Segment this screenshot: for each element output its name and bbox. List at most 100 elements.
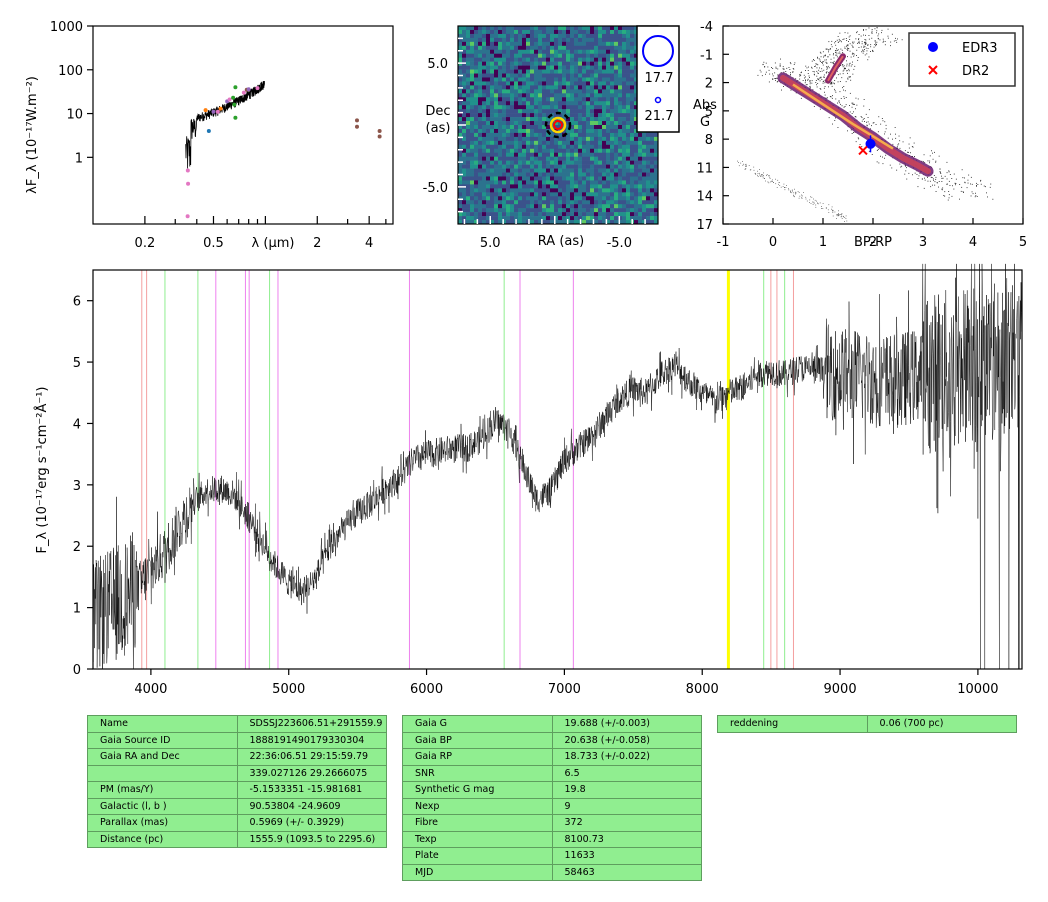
sed-point bbox=[211, 109, 216, 114]
table-label-cell bbox=[87, 764, 238, 782]
table-label-cell: Gaia RA and Dec bbox=[87, 748, 238, 766]
hrd-y-label-1: Abs bbox=[693, 98, 717, 113]
hrd-y-tick-label: 2 bbox=[705, 77, 713, 92]
sed-point bbox=[246, 87, 251, 92]
hrd-density-background bbox=[737, 26, 994, 222]
image-y-label-2: (as) bbox=[426, 121, 451, 136]
sed-point bbox=[232, 102, 237, 107]
table-label-cell: MJD bbox=[402, 863, 553, 881]
image-x-label: RA (as) bbox=[538, 234, 584, 249]
photometry-info-row: MJD 58463 bbox=[402, 863, 702, 881]
hrd-x-tick-label: -1 bbox=[717, 235, 730, 250]
table-value-cell: 9 bbox=[551, 797, 702, 815]
hrd-y-tick-label: 11 bbox=[696, 161, 713, 176]
photometry-info-table: Gaia G 19.688 (+/-0.003) Gaia BP 20.638 (+/… bbox=[402, 715, 702, 881]
spectrum-x-tick-label: 7000 bbox=[548, 682, 581, 697]
photometry-info-row: SNR 6.5 bbox=[402, 764, 702, 782]
table-value-cell: 8100.73 bbox=[551, 830, 702, 848]
table-label-cell: Gaia G bbox=[402, 715, 553, 733]
table-label-cell: Nexp bbox=[402, 797, 553, 815]
sed-x-tick-label: 0.2 bbox=[135, 236, 156, 251]
table-label-cell: reddening bbox=[717, 715, 868, 733]
spectrum-y-tick-label: 2 bbox=[73, 540, 81, 555]
spectrum-x-tick-label: 6000 bbox=[410, 682, 443, 697]
spectrum-y-tick-label: 1 bbox=[73, 602, 81, 617]
spectrum-x-tick-label: 5000 bbox=[272, 682, 305, 697]
sed-x-tick-label: 2 bbox=[313, 236, 321, 251]
legend-faint-circle-icon bbox=[654, 96, 662, 104]
sed-point bbox=[377, 128, 382, 133]
hrd-target-marks bbox=[858, 135, 876, 156]
table-label-cell: Texp bbox=[402, 830, 553, 848]
spectrum-line bbox=[92, 263, 1023, 670]
hrd-x-tick-label: 1 bbox=[819, 235, 827, 250]
object-info-row: Name SDSSJ223606.51+291559.9 bbox=[87, 715, 387, 733]
hrd-axes: -4 -1 2 5 8 11 14 17 -1 0 1 2 3 4 5 bbox=[696, 20, 1027, 250]
edr3-point bbox=[865, 138, 876, 149]
sed-model-spectrum bbox=[185, 80, 265, 169]
image-x-tick-label: -5.0 bbox=[607, 236, 632, 251]
hrd-x-label: BP-RP bbox=[854, 235, 892, 250]
hrd-y-label-2: G bbox=[700, 115, 710, 130]
source-dr2-marker bbox=[553, 120, 563, 130]
image-pixel-grid bbox=[458, 26, 659, 225]
table-value-cell: 1555.9 (1093.5 to 2295.6) bbox=[236, 830, 387, 848]
sed-point bbox=[185, 168, 190, 173]
sed-point bbox=[354, 124, 359, 129]
table-value-cell: 19.688 (+/-0.003) bbox=[551, 715, 702, 733]
table-label-cell: Gaia RP bbox=[402, 748, 553, 766]
sed-axes: 1000 100 10 1 0.2 0.5 2 4 bbox=[50, 20, 387, 251]
sed-point bbox=[231, 95, 236, 100]
sed-point bbox=[203, 108, 208, 113]
table-label-cell: Distance (pc) bbox=[87, 830, 238, 848]
table-label-cell: Parallax (mas) bbox=[87, 814, 238, 832]
sed-x-tick-label: 0.5 bbox=[203, 236, 224, 251]
table-label-cell: Plate bbox=[402, 847, 553, 865]
image-panel: 5.0 -5.0 5.0 -5.0 17.7 21.7 RA (as) Dec (as… bbox=[423, 25, 680, 251]
photometry-info-row: Plate 11633 bbox=[402, 847, 702, 865]
table-value-cell: -5.1533351 -15.981681 bbox=[236, 781, 387, 799]
sed-y-tick-label: 1000 bbox=[50, 20, 83, 35]
sed-x-label: λ (μm) bbox=[252, 236, 295, 251]
sed-point bbox=[354, 118, 359, 123]
table-label-cell: Synthetic G mag bbox=[402, 781, 553, 799]
hrd-y-tick-label: 5 bbox=[705, 105, 713, 120]
reddening-table: reddening 0.06 (700 pc) bbox=[717, 715, 1017, 733]
object-info-row: Gaia Source ID 1888191490179330304 bbox=[87, 731, 387, 749]
spectrum-panel: 0 1 2 3 4 5 6 4000 5000 6000 7000 8000 9000 10000 F_λ… bbox=[34, 263, 1023, 697]
table-value-cell: 1888191490179330304 bbox=[236, 731, 387, 749]
image-y-tick-label: 5.0 bbox=[427, 57, 448, 72]
legend-bright-circle-icon bbox=[642, 35, 674, 67]
object-info-row: Parallax (mas) 0.5969 (+/- 0.3929) bbox=[87, 814, 387, 832]
sed-point bbox=[206, 128, 211, 133]
photometry-info-row: Nexp 9 bbox=[402, 797, 702, 815]
sed-point bbox=[218, 106, 223, 111]
sed-photometry-points bbox=[185, 85, 382, 219]
spectrum-x-tick-label: 4000 bbox=[134, 682, 167, 697]
hrd-x-tick-label: 0 bbox=[769, 235, 777, 250]
object-info-row: PM (mas/Y) -5.1533351 -15.981681 bbox=[87, 781, 387, 799]
spectrum-y-tick-label: 5 bbox=[73, 356, 81, 371]
table-value-cell: 19.8 bbox=[551, 781, 702, 799]
table-label-cell: Gaia Source ID bbox=[87, 731, 238, 749]
sed-point bbox=[227, 97, 232, 102]
sed-y-tick-label: 100 bbox=[58, 64, 83, 79]
hrd-y-tick-label: -4 bbox=[700, 20, 713, 35]
sed-point bbox=[255, 86, 260, 91]
image-y-label-1: Dec bbox=[425, 104, 450, 119]
hrd-legend-box bbox=[908, 32, 1016, 87]
legend-dr2-label: DR2 bbox=[962, 64, 989, 79]
table-value-cell: 6.5 bbox=[551, 764, 702, 782]
spectrum-y-tick-label: 6 bbox=[73, 295, 81, 310]
image-ticks: 5.0 -5.0 5.0 -5.0 bbox=[423, 37, 646, 251]
legend-dr2-icon bbox=[928, 65, 938, 75]
table-label-cell: PM (mas/Y) bbox=[87, 781, 238, 799]
photometry-info-row: Synthetic G mag 19.8 bbox=[402, 781, 702, 799]
object-info-row: Distance (pc) 1555.9 (1093.5 to 2295.6) bbox=[87, 830, 387, 848]
spectrum-y-tick-label: 3 bbox=[73, 479, 81, 494]
legend-edr3-label: EDR3 bbox=[962, 41, 998, 56]
hrd-x-tick-label: 3 bbox=[919, 235, 927, 250]
table-label-cell: SNR bbox=[402, 764, 553, 782]
hrd-x-tick-label: 4 bbox=[969, 235, 977, 250]
photometry-info-row: Gaia RP 18.733 (+/-0.022) bbox=[402, 748, 702, 766]
